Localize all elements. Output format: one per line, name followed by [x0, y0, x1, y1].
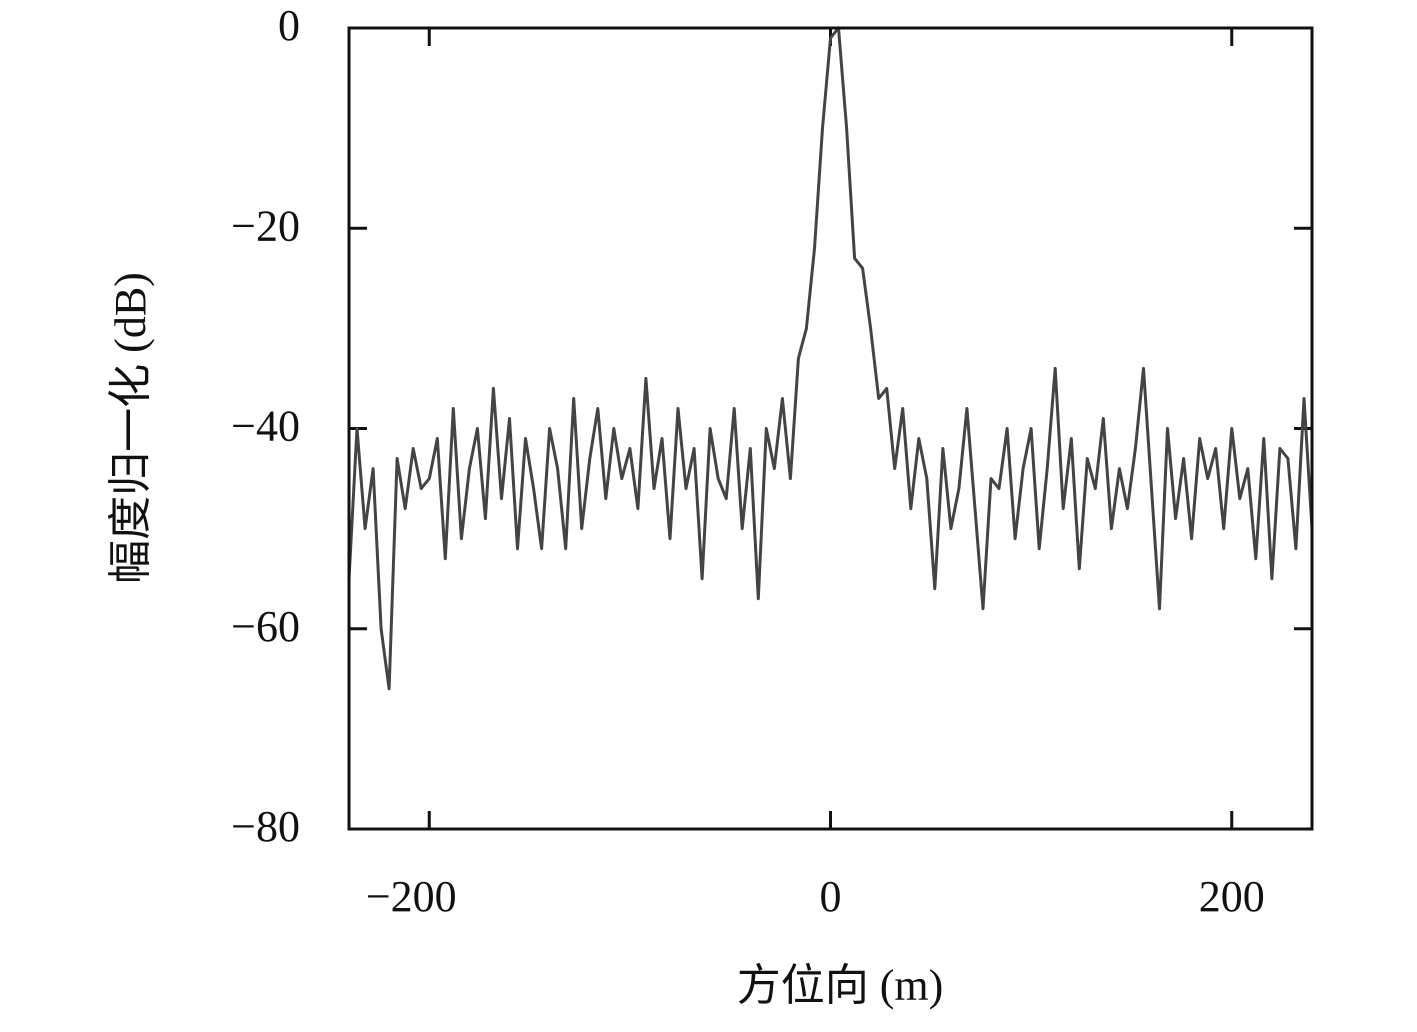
- y-tick-label: −20: [231, 201, 300, 250]
- x-tick-label: 0: [820, 872, 842, 921]
- y-tick-label: −40: [231, 402, 300, 451]
- y-tick-label: −80: [231, 802, 300, 851]
- plot-frame: [347, 26, 1314, 831]
- data-line: [347, 26, 1314, 691]
- y-tick-label: 0: [278, 1, 300, 50]
- x-tick-label: 200: [1199, 872, 1265, 921]
- x-axis-label: 方位向 (m): [737, 961, 944, 1010]
- y-tick-label: −60: [231, 602, 300, 651]
- x-tick-label: −200: [366, 872, 457, 921]
- y-axis-label: 幅度归一化 (dB): [106, 272, 155, 584]
